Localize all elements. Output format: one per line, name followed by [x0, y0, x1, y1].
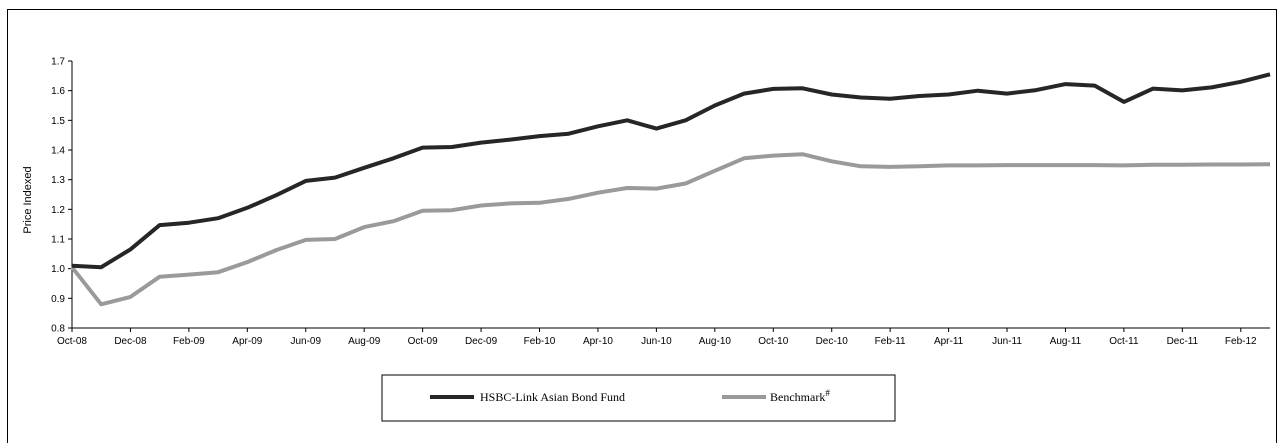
y-axis-title: Price Indexed: [22, 166, 34, 233]
y-tick-label: 1.0: [51, 264, 65, 275]
x-tick-label: Dec-09: [465, 336, 498, 347]
chart-frame: [7, 9, 1277, 443]
series-line-1: [70, 152, 1271, 307]
y-tick-label: 0.8: [51, 324, 65, 335]
legend-label-hsbc: HSBC-Link Asian Bond Fund: [480, 390, 625, 404]
x-tick-label: Oct-09: [408, 336, 438, 347]
x-tick-label: Jun-10: [641, 336, 672, 347]
x-tick-label: Feb-12: [1225, 336, 1257, 347]
y-tick-label: 1.1: [51, 235, 65, 246]
y-tick-label: 0.9: [51, 294, 65, 305]
x-tick-label: Aug-11: [1050, 336, 1082, 347]
y-tick-label: 1.6: [51, 86, 65, 97]
legend-label-benchmark-text: Benchmark: [770, 390, 825, 404]
legend-label-benchmark-sup: #: [825, 388, 830, 398]
x-tick-label: Aug-09: [348, 336, 381, 347]
series-line-0: [71, 72, 1271, 270]
y-tick-label: 1.3: [51, 175, 65, 186]
x-tick-label: Feb-09: [173, 336, 205, 347]
x-tick-label: Oct-11: [1109, 336, 1139, 347]
y-tick-label: 1.4: [51, 146, 65, 157]
x-tick-label: Apr-10: [583, 336, 613, 347]
x-tick-label: Jun-09: [290, 336, 321, 347]
x-tick-label: Aug-10: [699, 336, 732, 347]
x-tick-label: Oct-10: [758, 336, 788, 347]
series-lines: [70, 72, 1271, 307]
x-tick-label: Apr-11: [934, 336, 964, 347]
x-tick-label: Dec-11: [1167, 336, 1199, 347]
legend-label-benchmark: Benchmark#: [770, 388, 830, 404]
x-tick-label: Jun-11: [992, 336, 1022, 347]
x-tick-label: Feb-10: [524, 336, 556, 347]
legend: HSBC-Link Asian Bond Fund Benchmark#: [381, 374, 896, 422]
y-tick-label: 1.5: [51, 116, 65, 127]
y-tick-label: 1.7: [51, 57, 65, 68]
x-tick-label: Dec-10: [816, 336, 849, 347]
x-axis: Oct-08 Dec-08 Feb-09 Apr-09 Jun-09 Aug-09 Oct-…: [57, 327, 1270, 347]
x-tick-label: Apr-09: [232, 336, 262, 347]
x-tick-label: Oct-08: [57, 336, 87, 347]
y-axis: 0.8 0.9 1.0 1.1 1.2 1.3 1.4 1.5 1.6 1.7: [51, 57, 73, 335]
x-tick-label: Feb-11: [875, 336, 906, 347]
x-tick-label: Dec-08: [114, 336, 147, 347]
y-tick-label: 1.2: [51, 205, 65, 216]
